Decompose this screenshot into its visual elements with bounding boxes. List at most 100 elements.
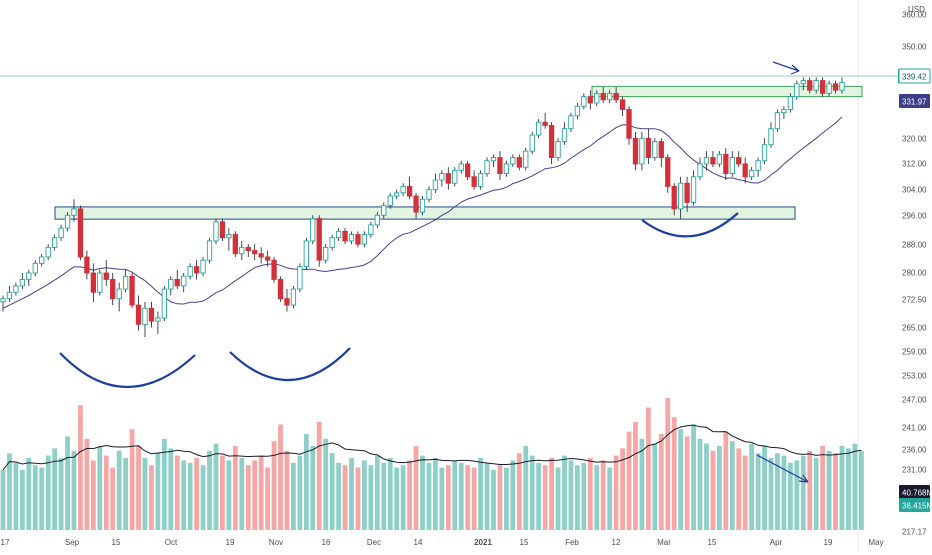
volume-bar: [258, 455, 264, 530]
volume-bar: [161, 438, 167, 530]
candle-body: [135, 304, 142, 325]
candle-body: [465, 163, 471, 178]
candle-body: [432, 179, 439, 191]
candle-body: [523, 150, 529, 168]
candle-body: [755, 160, 761, 171]
volume-bar: [536, 462, 542, 530]
volume-bar: [400, 465, 406, 530]
candle-body: [477, 173, 484, 187]
candle-body: [213, 221, 219, 242]
volume-bar: [510, 460, 516, 530]
volume-bar: [310, 446, 316, 530]
candle-body: [490, 157, 497, 162]
candle-body: [613, 92, 619, 101]
y-tick-label: 265.00: [902, 324, 927, 333]
y-tick-label: 360.00: [902, 11, 927, 20]
x-tick-label: 14: [414, 538, 423, 547]
volume-bar: [452, 460, 458, 530]
volume-bar: [568, 460, 574, 530]
volume-bar: [7, 453, 12, 530]
candle-body: [684, 182, 690, 203]
y-tick-label: 288.00: [902, 241, 927, 250]
volume-bar: [542, 465, 548, 530]
volume-bar: [19, 470, 25, 530]
candle-body: [516, 157, 522, 168]
volume-bar: [723, 431, 729, 530]
y-tick-label: 339.42: [902, 73, 927, 82]
volume-bar: [239, 458, 245, 530]
y-tick-label: 312.00: [902, 160, 927, 169]
volume-bar: [26, 458, 32, 530]
volume-bar: [433, 458, 438, 530]
volume-bar: [232, 446, 238, 530]
volume-bar: [58, 458, 64, 530]
candle-body: [587, 96, 593, 104]
volume-bar: [471, 467, 477, 530]
candle-body: [632, 137, 639, 165]
candle-body: [394, 192, 400, 197]
volume-bar: [155, 453, 161, 530]
volume-bar: [142, 458, 148, 530]
volume-bar: [794, 460, 800, 530]
candle-body: [277, 278, 284, 300]
candle-body: [200, 259, 206, 274]
volume-bar: [633, 422, 638, 530]
candle-body: [736, 157, 742, 165]
volume-bar: [587, 458, 593, 530]
x-tick-label: 2021: [474, 538, 492, 547]
candle-body: [84, 256, 90, 274]
volume-bar: [665, 398, 671, 530]
candle-body: [748, 169, 755, 178]
y-tick-label: 236.00: [902, 446, 927, 455]
volume-bar: [284, 450, 290, 530]
volume-bar: [181, 460, 187, 530]
volume-bar: [168, 448, 174, 530]
volume-bar: [691, 424, 696, 530]
y-tick-label: 350.00: [902, 43, 927, 52]
candle-body: [0, 298, 6, 303]
volume-bar: [658, 434, 664, 530]
candle-body: [284, 298, 290, 306]
candle-body: [71, 208, 77, 216]
candle-body: [678, 182, 684, 210]
candle-body: [148, 307, 155, 322]
volume-bar: [729, 441, 735, 530]
volume-bar: [200, 465, 206, 530]
volume-bar: [110, 467, 116, 530]
volume-bar: [626, 431, 632, 530]
volume-bar: [555, 467, 561, 530]
volume-bar: [13, 462, 19, 530]
volume-bar: [78, 405, 83, 530]
candle-body: [187, 266, 193, 277]
candle-body: [639, 137, 645, 165]
candle-body: [581, 96, 587, 107]
x-tick-label: 15: [112, 538, 121, 547]
y-tick-label: 217.17: [902, 528, 927, 537]
volume-bar: [807, 450, 813, 530]
volume-bar: [516, 453, 522, 530]
candle-body: [58, 227, 64, 239]
candle-body: [258, 253, 264, 258]
candle-body: [342, 230, 348, 242]
volume-bar: [445, 465, 451, 530]
volume-bar: [839, 446, 845, 530]
candle-body: [193, 266, 200, 274]
candle-body: [316, 218, 322, 261]
volume-bar: [787, 462, 793, 530]
candle-body: [471, 176, 477, 187]
y-tick-label: 331.97: [902, 98, 927, 107]
volume-bar: [697, 438, 703, 530]
volume-bar: [103, 455, 109, 530]
volume-bar: [265, 467, 271, 530]
arrow-price-head: [790, 64, 800, 75]
volume-bar: [136, 446, 141, 530]
volume-bar: [413, 446, 419, 530]
candle-body: [697, 163, 703, 178]
candle-body: [619, 99, 626, 110]
volume-bar: [336, 462, 341, 530]
volume-bar: [704, 443, 709, 530]
volume-bar: [710, 450, 716, 530]
volume-bar: [84, 438, 90, 530]
candle-body: [168, 278, 174, 290]
